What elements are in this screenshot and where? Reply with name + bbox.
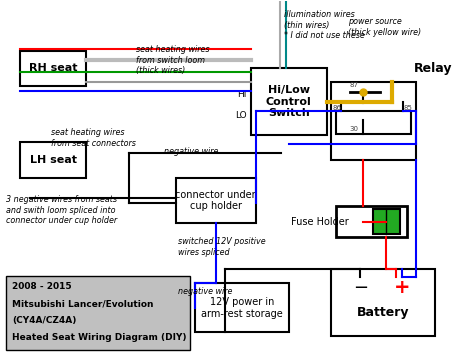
Text: Heated Seat Wiring Diagram (DIY): Heated Seat Wiring Diagram (DIY)	[12, 333, 186, 342]
Text: +: +	[393, 278, 410, 297]
Text: RH seat: RH seat	[29, 63, 77, 73]
Text: negative wire: negative wire	[164, 147, 219, 155]
FancyBboxPatch shape	[251, 68, 327, 135]
Text: seat heating wires
from switch loom
(thick wires): seat heating wires from switch loom (thi…	[136, 45, 209, 75]
Text: −: −	[353, 279, 368, 297]
Text: 85: 85	[403, 105, 412, 111]
FancyBboxPatch shape	[336, 206, 407, 237]
Text: LO: LO	[235, 111, 246, 120]
FancyBboxPatch shape	[331, 269, 435, 336]
Text: HI: HI	[237, 90, 246, 99]
Text: LH seat: LH seat	[30, 155, 77, 165]
FancyBboxPatch shape	[20, 51, 86, 86]
Text: 3 negative wires from seats
and swith loom spliced into
connector under cup hold: 3 negative wires from seats and swith lo…	[6, 195, 117, 225]
Text: 2008 - 2015: 2008 - 2015	[12, 282, 72, 291]
Text: negative wire: negative wire	[178, 288, 232, 296]
FancyBboxPatch shape	[331, 82, 416, 160]
Text: connector under
cup holder: connector under cup holder	[175, 190, 256, 211]
Text: power source
(thick yellow wire): power source (thick yellow wire)	[348, 17, 421, 37]
FancyBboxPatch shape	[20, 142, 86, 178]
Text: 86: 86	[332, 105, 341, 111]
Text: Battery: Battery	[357, 306, 410, 319]
Text: illumination wires
(thin wires)
* I did not use these: illumination wires (thin wires) * I did …	[284, 10, 365, 40]
Text: Relay: Relay	[414, 62, 452, 75]
Text: 30: 30	[349, 126, 358, 132]
Text: Mitsubishi Lancer/Evolution: Mitsubishi Lancer/Evolution	[12, 299, 153, 308]
Bar	[373, 209, 400, 234]
Text: 87: 87	[349, 82, 358, 88]
FancyBboxPatch shape	[176, 178, 256, 223]
Text: Fuse Holder: Fuse Holder	[291, 217, 349, 226]
Text: (CY4A/CZ4A): (CY4A/CZ4A)	[12, 316, 76, 325]
FancyBboxPatch shape	[195, 283, 289, 333]
Text: 12V power in
arm-rest storage: 12V power in arm-rest storage	[201, 297, 283, 319]
Text: seat heating wires
from seat connectors: seat heating wires from seat connectors	[51, 128, 136, 148]
Text: switched 12V positive
wires spliced: switched 12V positive wires spliced	[178, 237, 266, 257]
Bar	[337, 111, 411, 134]
Text: Hi/Low
Control
Switch: Hi/Low Control Switch	[266, 85, 312, 118]
FancyBboxPatch shape	[6, 276, 190, 350]
